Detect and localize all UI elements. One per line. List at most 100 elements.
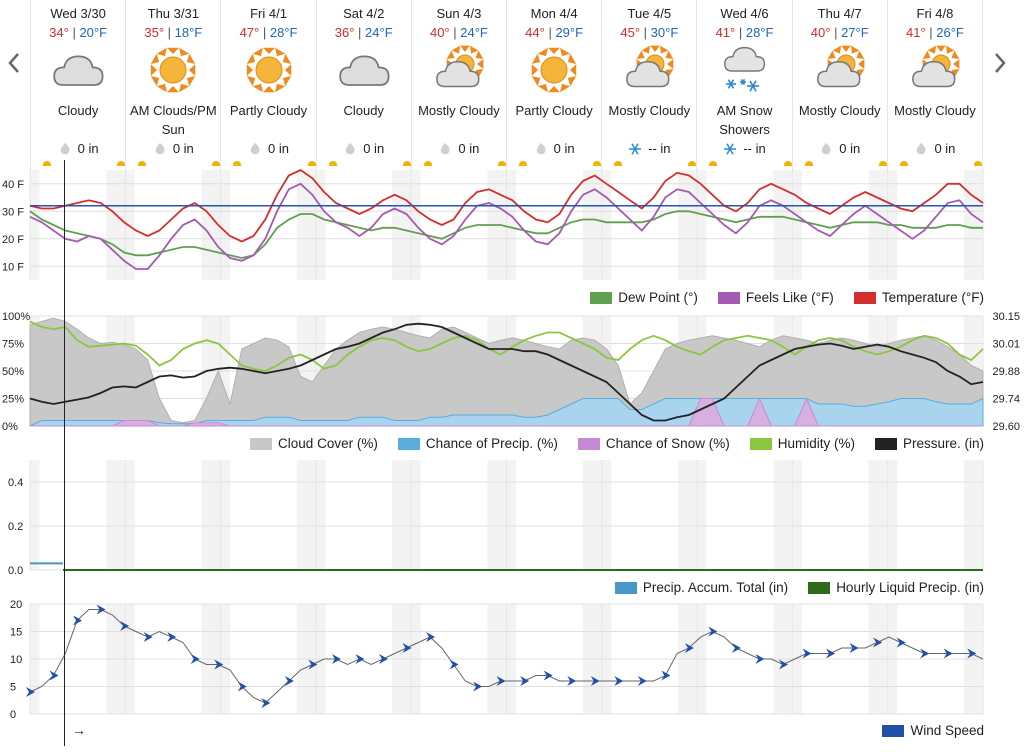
wind-arrow [826, 648, 836, 659]
wind-arrow [661, 670, 671, 681]
precip-amount: 0 in [458, 141, 480, 156]
tick-label: 20 F [2, 234, 24, 246]
legend-item[interactable]: Feels Like (°F) [717, 290, 834, 305]
high-temp: 34° [49, 25, 69, 40]
tick-label: 30 F [2, 206, 24, 218]
forecast-strip: Wed 3/30 34° | 20°F Cloudy 0 in Thu 3/31… [30, 0, 984, 170]
day-card[interactable]: Wed 4/6 41° | 28°F AM Snow Showers -- in [697, 0, 793, 170]
wind-arrow [778, 659, 788, 670]
snow-icon [713, 44, 777, 96]
time-cursor[interactable] [64, 160, 65, 746]
mostly-cloudy-icon [903, 44, 967, 96]
day-card[interactable]: Fri 4/1 47° | 28°F Partly Cloudy 0 in [221, 0, 317, 170]
day-card[interactable]: Mon 4/4 44° | 29°F Partly Cloudy 0 in [507, 0, 603, 170]
day-precip: 0 in [317, 141, 411, 156]
next-days-arrow[interactable] [988, 46, 1012, 80]
wind-arrow [26, 687, 35, 697]
day-condition: Mostly Cloudy [418, 103, 500, 118]
legend-label: Precip. Accum. Total (in) [642, 580, 789, 595]
legend-swatch [874, 437, 897, 450]
mostly-cloudy-icon [427, 44, 491, 96]
rain-drop-icon [58, 142, 72, 156]
low-temp: 20°F [79, 25, 108, 40]
legend-label: Pressure. (in) [902, 436, 984, 451]
tick-label: 29.74 [992, 394, 1020, 406]
legend-item[interactable]: Cloud Cover (%) [250, 436, 378, 451]
day-date: Mon 4/4 [530, 6, 578, 21]
wind-arrow [49, 670, 59, 681]
cloud-humidity-chart: 100% 75% 50% 25% 0% 30.15 30.01 29.88 29.74 29.60 [2, 311, 1020, 433]
legend-label: Chance of Precip. (%) [425, 436, 558, 451]
day-card[interactable]: Wed 3/30 34° | 20°F Cloudy 0 in [31, 0, 127, 170]
day-card[interactable]: Fri 4/8 41° | 26°F Mostly Cloudy 0 in [888, 0, 984, 170]
day-precip: 0 in [507, 141, 601, 156]
sunrise-icon [233, 161, 242, 166]
day-card[interactable]: Thu 3/31 35° | 18°F AM Clouds/PM Sun 0 i… [126, 0, 222, 170]
prev-days-arrow[interactable] [2, 46, 26, 80]
legend-label: Cloud Cover (%) [278, 436, 378, 451]
tick-label: 40 F [2, 179, 24, 191]
legend-item[interactable]: Hourly Liquid Precip. (in) [808, 580, 984, 595]
day-precip: -- in [697, 141, 791, 156]
day-precip: 0 in [793, 141, 887, 156]
sunrise-icon [328, 161, 337, 166]
chevron-right-icon [995, 53, 1006, 73]
wind-arrow [402, 643, 412, 653]
wind-arrow [473, 681, 483, 692]
legend-item[interactable]: Humidity (%) [749, 436, 855, 451]
legend-item[interactable]: Chance of Precip. (%) [397, 436, 558, 451]
tick-label: 50% [2, 366, 24, 378]
legend-swatch [397, 437, 420, 450]
wind-arrow [308, 659, 318, 670]
legend-item[interactable]: Precip. Accum. Total (in) [614, 580, 789, 595]
sunset-icon [498, 161, 507, 166]
high-temp: 41° [715, 25, 736, 40]
series-line-1 [29, 182, 984, 270]
legend-swatch [577, 437, 600, 450]
low-temp: 28°F [269, 25, 298, 40]
legend-label: Dew Point (°) [618, 290, 698, 305]
sunny-icon [522, 44, 586, 96]
humidity-line [29, 320, 984, 372]
day-card[interactable]: Sun 4/3 40° | 24°F Mostly Cloudy 0 in [412, 0, 508, 170]
day-condition: Cloudy [57, 103, 99, 118]
legend-item[interactable]: Chance of Snow (%) [577, 436, 730, 451]
wind-line [29, 609, 984, 704]
legend-item[interactable]: Pressure. (in) [874, 436, 984, 451]
sunset-icon [974, 161, 983, 166]
day-card[interactable]: Sat 4/2 36° | 24°F Cloudy 0 in [317, 0, 412, 170]
wind-arrow [943, 648, 953, 659]
precip-amount: 0 in [268, 141, 289, 156]
day-temps: 35° | 18°F [144, 25, 203, 40]
day-condition: Mostly Cloudy [608, 103, 691, 118]
day-condition: Cloudy [343, 103, 384, 118]
legend-item[interactable]: Dew Point (°) [590, 290, 698, 305]
wind-arrow [284, 676, 294, 686]
day-date: Wed 4/6 [720, 6, 769, 21]
wind-arrow [496, 676, 506, 686]
wind-arrow [567, 676, 577, 686]
precip-amount: 0 in [172, 141, 194, 156]
legend-swatch [250, 437, 273, 450]
rain-drop-icon [819, 142, 833, 156]
wind-arrow [520, 676, 530, 686]
tick-label: 0.2 [8, 521, 23, 533]
wind-arrow [614, 676, 624, 686]
high-temp: 35° [144, 25, 165, 40]
day-temps: 34° | 20°F [49, 25, 108, 40]
sunrise-icon [43, 161, 51, 166]
legend-item[interactable]: Temperature (°F) [853, 290, 984, 305]
wind-arrow [449, 659, 459, 670]
legend-swatch [882, 724, 905, 737]
wind-arrow [731, 643, 741, 653]
wind-arrow [708, 626, 718, 637]
tick-label: 29.60 [992, 421, 1020, 433]
day-card[interactable]: Thu 4/7 40° | 27°F Mostly Cloudy 0 in [793, 0, 888, 170]
cloud-legend: Cloud Cover (%) Chance of Precip. (%) Chan… [0, 436, 984, 451]
tick-label: 20 [10, 599, 22, 611]
high-temp: 45° [620, 25, 641, 40]
day-card[interactable]: Tue 4/5 45° | 30°F Mostly Cloudy -- in [602, 0, 698, 170]
snowflake-icon [723, 142, 737, 156]
low-temp: 26°F [936, 25, 964, 40]
legend-item[interactable]: Wind Speed [882, 723, 984, 738]
